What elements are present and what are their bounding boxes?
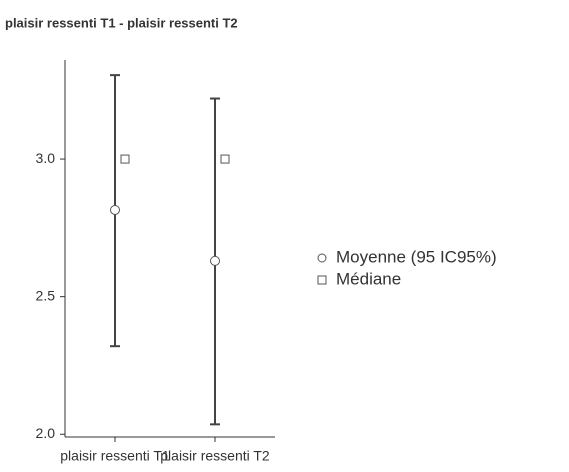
median-point: [220, 154, 230, 164]
chart-title: plaisir ressenti T1 - plaisir ressenti T…: [5, 15, 238, 30]
legend-symbol: [317, 275, 327, 285]
legend-label: Médiane: [336, 269, 401, 288]
y-tick-label: 2.0: [36, 425, 56, 441]
median-point: [120, 154, 130, 164]
y-tick-label: 3.0: [36, 150, 56, 166]
x-tick-label: plaisir ressenti T1: [60, 448, 170, 464]
x-tick-label: plaisir ressenti T2: [160, 448, 270, 464]
mean-point: [110, 204, 120, 215]
mean-point: [210, 255, 220, 266]
legend-label: Moyenne (95 IC95%): [336, 247, 497, 266]
y-tick-label: 2.5: [36, 287, 56, 303]
legend-symbol: [317, 253, 327, 263]
